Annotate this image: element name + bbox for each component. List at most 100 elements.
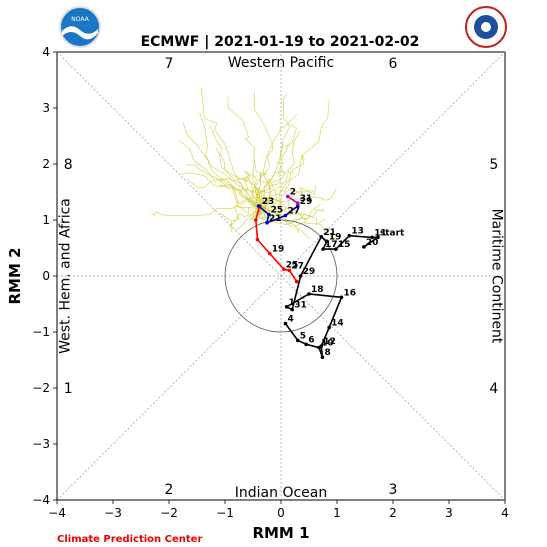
x-axis-label: RMM 1 <box>252 524 309 542</box>
ensemble-member-line <box>261 204 321 223</box>
region-label-maritime-continent: Maritime Continent <box>489 209 505 344</box>
region-label-indian-ocean: Indian Ocean <box>235 485 327 501</box>
series-point <box>296 204 300 208</box>
series-point <box>376 235 380 240</box>
ensemble-member-line <box>261 188 337 212</box>
ensemble-member-line <box>261 208 338 242</box>
ensemble-member-line <box>178 140 262 209</box>
day-label: 8 <box>324 348 330 358</box>
day-label: 13 <box>351 227 364 237</box>
phase-label: 5 <box>489 157 498 173</box>
x-tick-label: 3 <box>445 506 453 520</box>
day-label: 2 <box>290 187 296 197</box>
y-tick-label: −1 <box>32 325 50 339</box>
phase-label: 1 <box>64 381 73 397</box>
day-label: 19 <box>272 245 285 255</box>
series-point <box>284 305 289 309</box>
ensemble-members <box>150 87 338 242</box>
day-label: 27 <box>287 207 300 217</box>
ensemble-member-line <box>229 205 262 233</box>
day-label: 15 <box>338 240 351 250</box>
phase-label: 2 <box>165 482 174 498</box>
x-tick-label: 0 <box>277 506 285 520</box>
day-label: 11 <box>374 228 387 238</box>
y-tick-label: 0 <box>42 269 50 283</box>
series-point <box>325 239 329 244</box>
ensemble-member-line <box>220 180 262 214</box>
phase-label: 7 <box>165 56 174 72</box>
credit-text: Climate Prediction Center <box>57 534 202 545</box>
series-point <box>285 194 290 199</box>
ensemble-member-line <box>200 87 262 210</box>
series-point <box>304 342 309 347</box>
ensemble-member-line <box>209 124 262 210</box>
day-label: 31 <box>294 301 307 311</box>
x-tick-label: 4 <box>501 506 509 520</box>
series-point <box>265 221 269 225</box>
series-point <box>290 307 295 312</box>
gridlines <box>56 51 506 501</box>
y-tick-label: 3 <box>42 101 50 115</box>
series-point <box>362 245 366 249</box>
day-label: 21 <box>323 228 336 238</box>
noaa-logo: NOAA <box>59 6 101 48</box>
y-tick-label: 4 <box>42 45 50 59</box>
day-label: 16 <box>343 288 356 298</box>
ensemble-member-line <box>261 155 305 210</box>
day-label: 5 <box>300 331 306 341</box>
series-point <box>294 279 299 284</box>
series-point <box>298 274 303 278</box>
day-label: 27 <box>291 261 304 271</box>
ensemble-member-line <box>261 92 291 209</box>
series-point <box>255 237 260 242</box>
y-tick-label: −3 <box>32 437 50 451</box>
ensemble-member-line <box>255 187 268 214</box>
series-point <box>296 338 300 343</box>
day-label: 19 <box>329 232 342 242</box>
series-point <box>319 344 324 348</box>
phase-label: 6 <box>389 56 398 72</box>
ensemble-member-line <box>261 185 317 210</box>
day-label: 4 <box>287 315 293 325</box>
series-point <box>283 321 288 326</box>
day-label: 14 <box>331 319 344 329</box>
ensemble-member-line <box>254 114 298 209</box>
region-label-western-pacific: Western Pacific <box>228 55 334 71</box>
ensemble-member-line <box>227 96 262 209</box>
x-tick-label: 1 <box>333 506 341 520</box>
y-tick-label: 1 <box>42 213 50 227</box>
ensemble-member-line <box>186 178 262 210</box>
ensemble-member-line <box>260 199 310 224</box>
day-label: 12 <box>323 337 336 347</box>
phase-label: 4 <box>489 381 498 397</box>
phase-label: 3 <box>389 482 398 498</box>
series-point <box>256 204 261 208</box>
series-point <box>282 267 286 272</box>
series-point <box>283 213 288 218</box>
series-point <box>370 235 375 240</box>
phase-label: 8 <box>64 157 73 173</box>
day-label: 10 <box>321 339 334 349</box>
y-tick-label: −2 <box>32 381 50 395</box>
day-label: 23 <box>262 197 275 207</box>
day-label: 20 <box>366 238 379 248</box>
chart-title: ECMWF | 2021-01-19 to 2021-02-02 <box>141 34 420 50</box>
svg-text:NOAA: NOAA <box>71 16 89 23</box>
series-point <box>347 233 352 238</box>
ensemble-member-line <box>260 142 285 209</box>
x-tick-label: −3 <box>104 506 122 520</box>
ensemble-member-line <box>220 208 262 222</box>
y-tick-label: 2 <box>42 157 50 171</box>
day-label: start <box>380 228 405 238</box>
ensemble-member-line <box>261 171 292 209</box>
day-label: 25 <box>271 205 284 215</box>
series-point <box>296 201 300 205</box>
x-tick-label: 2 <box>389 506 397 520</box>
series-line <box>287 195 299 204</box>
region-label-west-hem-africa: West. Hem. and Africa <box>57 198 73 354</box>
day-label: 31 <box>300 194 313 204</box>
series-point <box>254 218 258 222</box>
